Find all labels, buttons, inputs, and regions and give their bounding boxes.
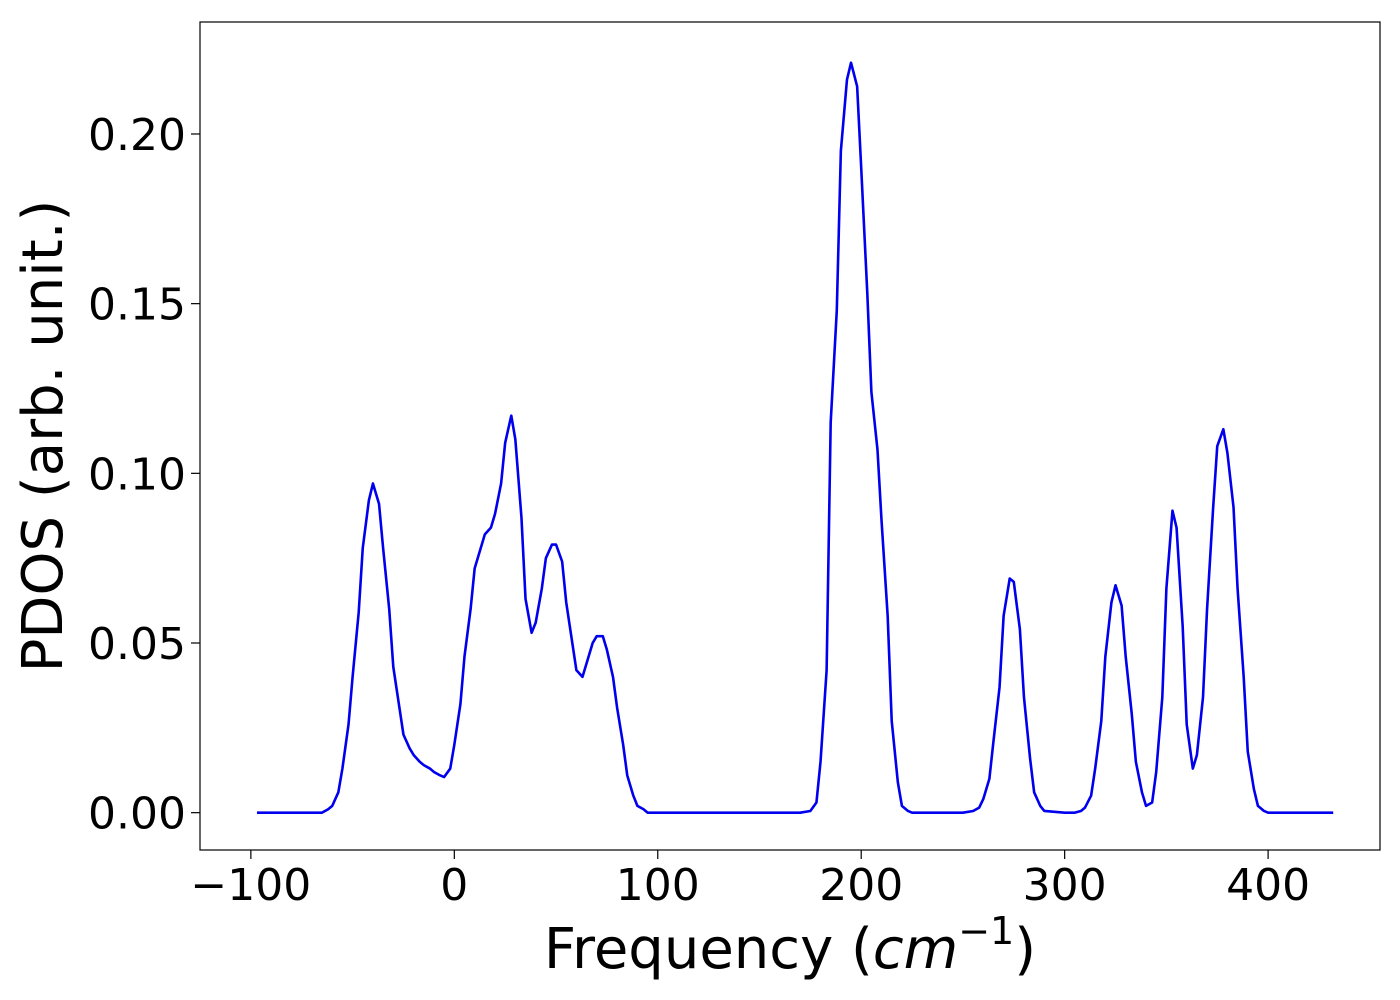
y-tick-label: 0.05 — [88, 619, 186, 670]
y-tick-label: 0.15 — [88, 280, 186, 331]
plot-area — [200, 22, 1380, 850]
y-tick-label: 0.00 — [88, 789, 186, 840]
x-tick-label: 0 — [440, 860, 468, 911]
axes-frame — [199, 21, 1381, 851]
x-axis-label-prefix: Frequency ( — [544, 917, 873, 982]
y-tick-label: 0.10 — [88, 449, 186, 500]
x-axis-label-suffix: ) — [1014, 917, 1036, 982]
pdos-curve — [256, 61, 1334, 814]
x-tick-label: 400 — [1226, 860, 1310, 911]
y-tick-label: 0.20 — [88, 110, 186, 161]
x-axis-label: Frequency (cm−1) — [544, 909, 1036, 982]
x-tick-label: −100 — [190, 860, 311, 911]
x-axis-ticks: −100 0 100 200 300 400 — [190, 850, 1310, 911]
x-axis-label-unit: cm — [873, 917, 958, 982]
y-axis-label: PDOS (arb. unit.) — [11, 200, 76, 673]
x-axis-label-exponent: −1 — [958, 909, 1014, 953]
x-tick-label: 100 — [616, 860, 700, 911]
x-tick-label: 200 — [819, 860, 903, 911]
y-axis-ticks: 0.00 0.05 0.10 0.15 0.20 — [88, 110, 200, 840]
x-tick-label: 300 — [1023, 860, 1107, 911]
